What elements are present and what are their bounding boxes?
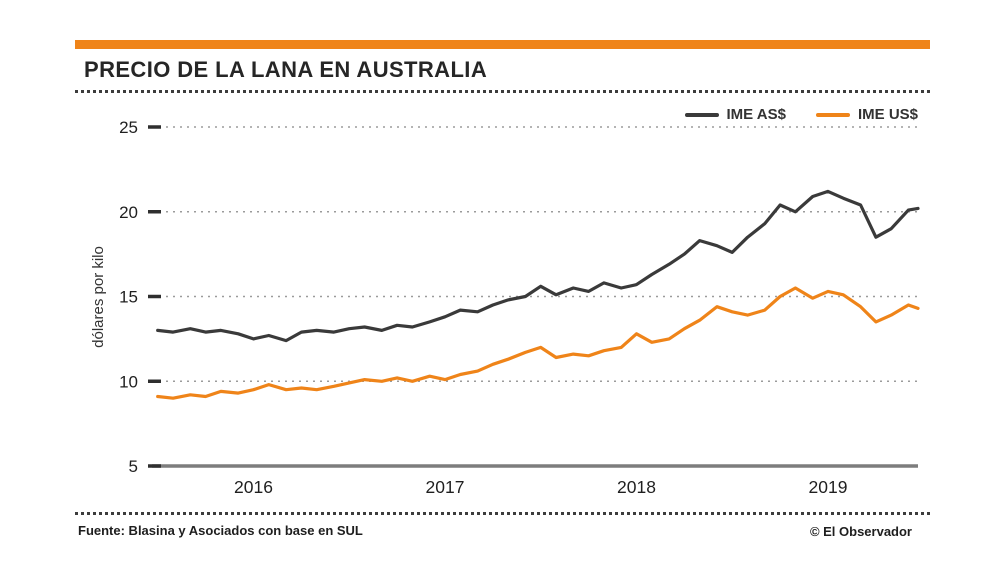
y-axis-label: dólares por kilo xyxy=(90,246,107,348)
title-divider xyxy=(75,90,930,93)
x-tick-label: 2016 xyxy=(234,477,273,497)
x-tick-label: 2019 xyxy=(809,477,848,497)
x-tick-label: 2018 xyxy=(617,477,656,497)
x-tick-label: 2017 xyxy=(426,477,465,497)
footer-divider xyxy=(75,512,930,515)
series-line-ime-us xyxy=(156,286,920,400)
y-tick-label: 25 xyxy=(119,118,138,137)
y-tick-label: 5 xyxy=(129,457,138,476)
y-tick-label: 15 xyxy=(119,288,138,307)
legend-label-ime-us: IME US$ xyxy=(857,106,918,123)
legend-label-ime-as: IME AS$ xyxy=(726,106,786,123)
legend-item-ime-us: IME US$ xyxy=(815,106,918,123)
line-swatch-ime-as xyxy=(684,112,719,117)
legend-item-ime-as: IME AS$ xyxy=(684,106,786,123)
y-tick-label: 20 xyxy=(119,203,138,222)
chart-title: PRECIO DE LA LANA EN AUSTRALIA xyxy=(84,57,488,82)
y-tick-label: 10 xyxy=(119,372,138,391)
credit-text: © El Observador xyxy=(809,524,912,539)
legend: IME AS$ IME US$ xyxy=(684,106,918,123)
line-swatch-ime-us xyxy=(815,112,850,117)
series-line-ime-as xyxy=(156,189,920,343)
accent-bar xyxy=(75,40,930,49)
source-text: Fuente: Blasina y Asociados con base en … xyxy=(78,523,363,538)
